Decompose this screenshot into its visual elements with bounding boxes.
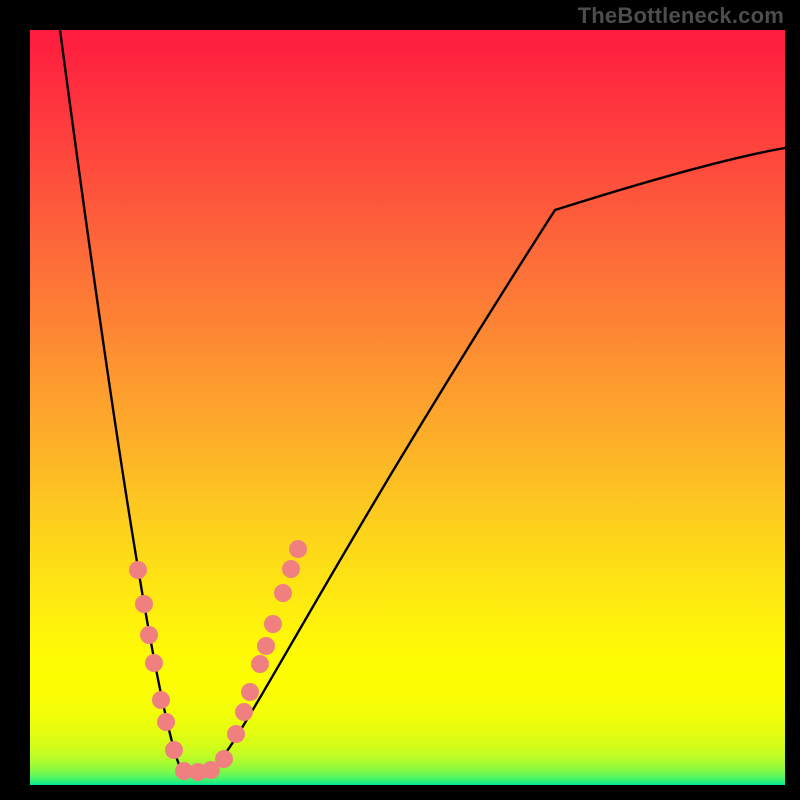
watermark-text: TheBottleneck.com: [578, 3, 784, 29]
curve-marker: [282, 560, 300, 578]
curve-marker: [289, 540, 307, 558]
curve-marker: [129, 561, 147, 579]
curve-marker: [145, 654, 163, 672]
curve-marker: [227, 725, 245, 743]
curve-marker: [165, 741, 183, 759]
curve-markers: [129, 540, 307, 781]
curve-marker: [235, 703, 253, 721]
bottleneck-curve: [60, 30, 785, 772]
curve-marker: [140, 626, 158, 644]
curve-marker: [264, 615, 282, 633]
curve-marker: [215, 750, 233, 768]
curve-marker: [257, 637, 275, 655]
curve-marker: [251, 655, 269, 673]
chart-svg: [0, 0, 800, 800]
curve-marker: [274, 584, 292, 602]
curve-marker: [157, 713, 175, 731]
curve-marker: [135, 595, 153, 613]
chart-container: TheBottleneck.com: [0, 0, 800, 800]
curve-marker: [241, 683, 259, 701]
curve-marker: [152, 691, 170, 709]
